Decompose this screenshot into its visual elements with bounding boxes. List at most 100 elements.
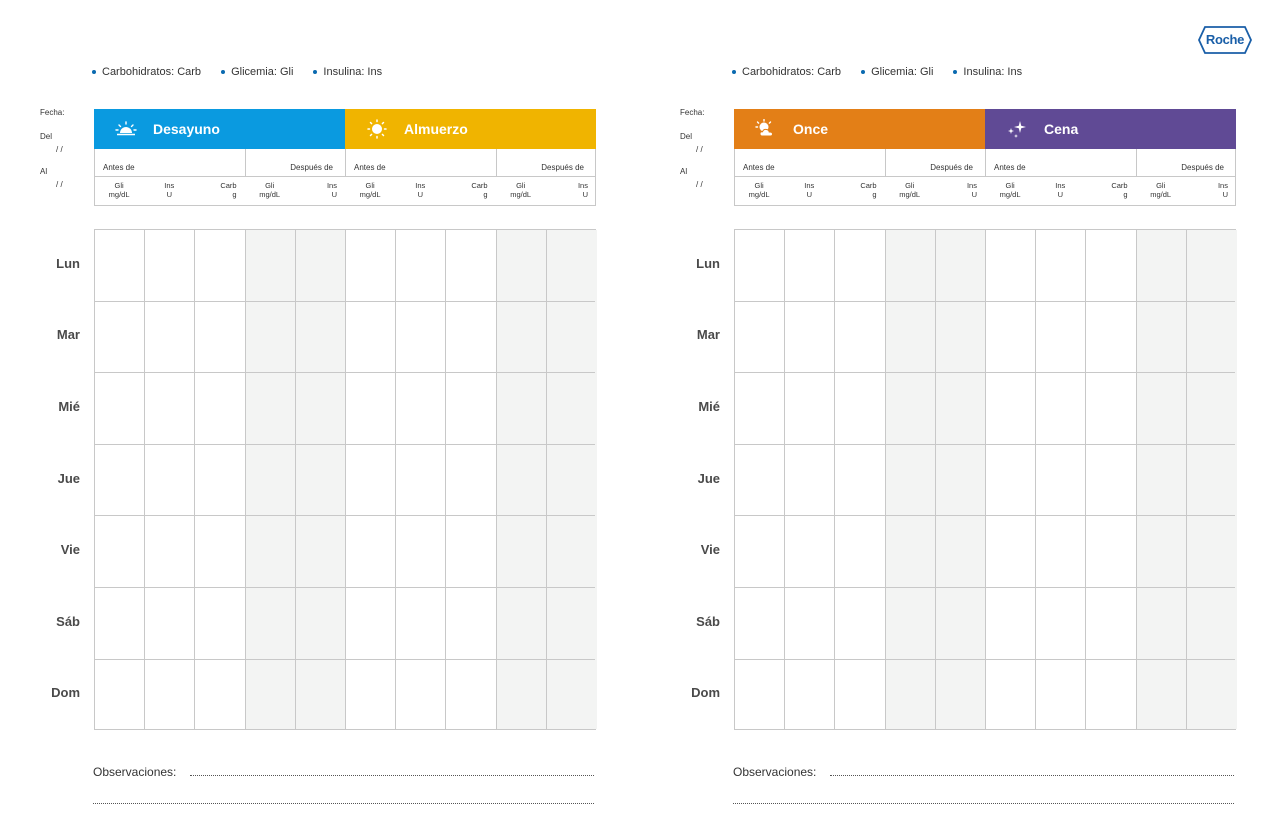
- log-cell[interactable]: [145, 660, 195, 732]
- observations-line[interactable]: [190, 775, 594, 776]
- log-cell[interactable]: [396, 373, 446, 445]
- log-cell[interactable]: [346, 373, 396, 445]
- log-cell[interactable]: [497, 588, 547, 660]
- log-cell[interactable]: [735, 588, 785, 660]
- log-cell[interactable]: [446, 373, 496, 445]
- log-cell[interactable]: [296, 516, 346, 588]
- log-cell[interactable]: [145, 588, 195, 660]
- log-cell[interactable]: [396, 516, 446, 588]
- log-cell[interactable]: [145, 302, 195, 374]
- log-cell[interactable]: [785, 516, 835, 588]
- log-cell[interactable]: [145, 516, 195, 588]
- log-cell[interactable]: [835, 230, 885, 302]
- log-cell[interactable]: [1036, 660, 1086, 732]
- log-cell[interactable]: [735, 516, 785, 588]
- log-cell[interactable]: [195, 445, 245, 517]
- log-cell[interactable]: [886, 373, 936, 445]
- log-cell[interactable]: [346, 516, 396, 588]
- log-cell[interactable]: [547, 588, 597, 660]
- log-cell[interactable]: [886, 445, 936, 517]
- log-cell[interactable]: [446, 516, 496, 588]
- log-cell[interactable]: [95, 302, 145, 374]
- log-cell[interactable]: [497, 516, 547, 588]
- log-cell[interactable]: [145, 445, 195, 517]
- log-cell[interactable]: [735, 302, 785, 374]
- log-cell[interactable]: [835, 660, 885, 732]
- log-cell[interactable]: [1036, 445, 1086, 517]
- log-cell[interactable]: [835, 516, 885, 588]
- log-cell[interactable]: [195, 588, 245, 660]
- log-cell[interactable]: [446, 302, 496, 374]
- log-cell[interactable]: [1036, 516, 1086, 588]
- log-cell[interactable]: [246, 230, 296, 302]
- log-cell[interactable]: [785, 373, 835, 445]
- log-cell[interactable]: [1036, 230, 1086, 302]
- log-cell[interactable]: [1086, 660, 1136, 732]
- log-cell[interactable]: [497, 373, 547, 445]
- log-cell[interactable]: [246, 373, 296, 445]
- log-cell[interactable]: [936, 373, 986, 445]
- log-cell[interactable]: [396, 588, 446, 660]
- log-cell[interactable]: [785, 302, 835, 374]
- log-cell[interactable]: [346, 230, 396, 302]
- log-cell[interactable]: [95, 373, 145, 445]
- log-cell[interactable]: [446, 588, 496, 660]
- log-cell[interactable]: [986, 516, 1036, 588]
- log-cell[interactable]: [1086, 588, 1136, 660]
- log-cell[interactable]: [886, 302, 936, 374]
- log-cell[interactable]: [1137, 230, 1187, 302]
- log-cell[interactable]: [547, 373, 597, 445]
- log-cell[interactable]: [346, 660, 396, 732]
- log-cell[interactable]: [547, 302, 597, 374]
- log-cell[interactable]: [346, 588, 396, 660]
- log-cell[interactable]: [547, 445, 597, 517]
- log-cell[interactable]: [497, 660, 547, 732]
- log-cell[interactable]: [396, 302, 446, 374]
- log-cell[interactable]: [986, 588, 1036, 660]
- log-cell[interactable]: [547, 230, 597, 302]
- log-cell[interactable]: [195, 230, 245, 302]
- log-cell[interactable]: [1187, 230, 1237, 302]
- log-cell[interactable]: [296, 302, 346, 374]
- log-cell[interactable]: [1187, 660, 1237, 732]
- log-cell[interactable]: [735, 373, 785, 445]
- log-cell[interactable]: [986, 230, 1036, 302]
- log-cell[interactable]: [986, 445, 1036, 517]
- log-cell[interactable]: [396, 230, 446, 302]
- log-cell[interactable]: [936, 660, 986, 732]
- log-cell[interactable]: [735, 660, 785, 732]
- del-date-field[interactable]: / /: [56, 145, 63, 154]
- log-cell[interactable]: [396, 660, 446, 732]
- log-cell[interactable]: [547, 516, 597, 588]
- log-cell[interactable]: [246, 660, 296, 732]
- log-cell[interactable]: [1137, 516, 1187, 588]
- log-cell[interactable]: [886, 660, 936, 732]
- log-cell[interactable]: [785, 588, 835, 660]
- log-cell[interactable]: [95, 588, 145, 660]
- log-cell[interactable]: [1086, 516, 1136, 588]
- del-date-field[interactable]: / /: [696, 145, 703, 154]
- log-cell[interactable]: [296, 588, 346, 660]
- log-cell[interactable]: [296, 373, 346, 445]
- log-cell[interactable]: [936, 516, 986, 588]
- log-cell[interactable]: [835, 373, 885, 445]
- log-cell[interactable]: [547, 660, 597, 732]
- log-cell[interactable]: [1036, 588, 1086, 660]
- log-cell[interactable]: [1187, 445, 1237, 517]
- log-cell[interactable]: [195, 660, 245, 732]
- log-cell[interactable]: [296, 445, 346, 517]
- log-cell[interactable]: [145, 230, 195, 302]
- log-cell[interactable]: [1036, 302, 1086, 374]
- log-cell[interactable]: [835, 445, 885, 517]
- log-cell[interactable]: [296, 230, 346, 302]
- log-cell[interactable]: [446, 660, 496, 732]
- log-cell[interactable]: [497, 445, 547, 517]
- log-cell[interactable]: [95, 445, 145, 517]
- log-cell[interactable]: [986, 373, 1036, 445]
- al-date-field[interactable]: / /: [696, 180, 703, 189]
- log-cell[interactable]: [1086, 302, 1136, 374]
- log-cell[interactable]: [1187, 588, 1237, 660]
- log-cell[interactable]: [1036, 373, 1086, 445]
- log-cell[interactable]: [785, 230, 835, 302]
- log-cell[interactable]: [886, 588, 936, 660]
